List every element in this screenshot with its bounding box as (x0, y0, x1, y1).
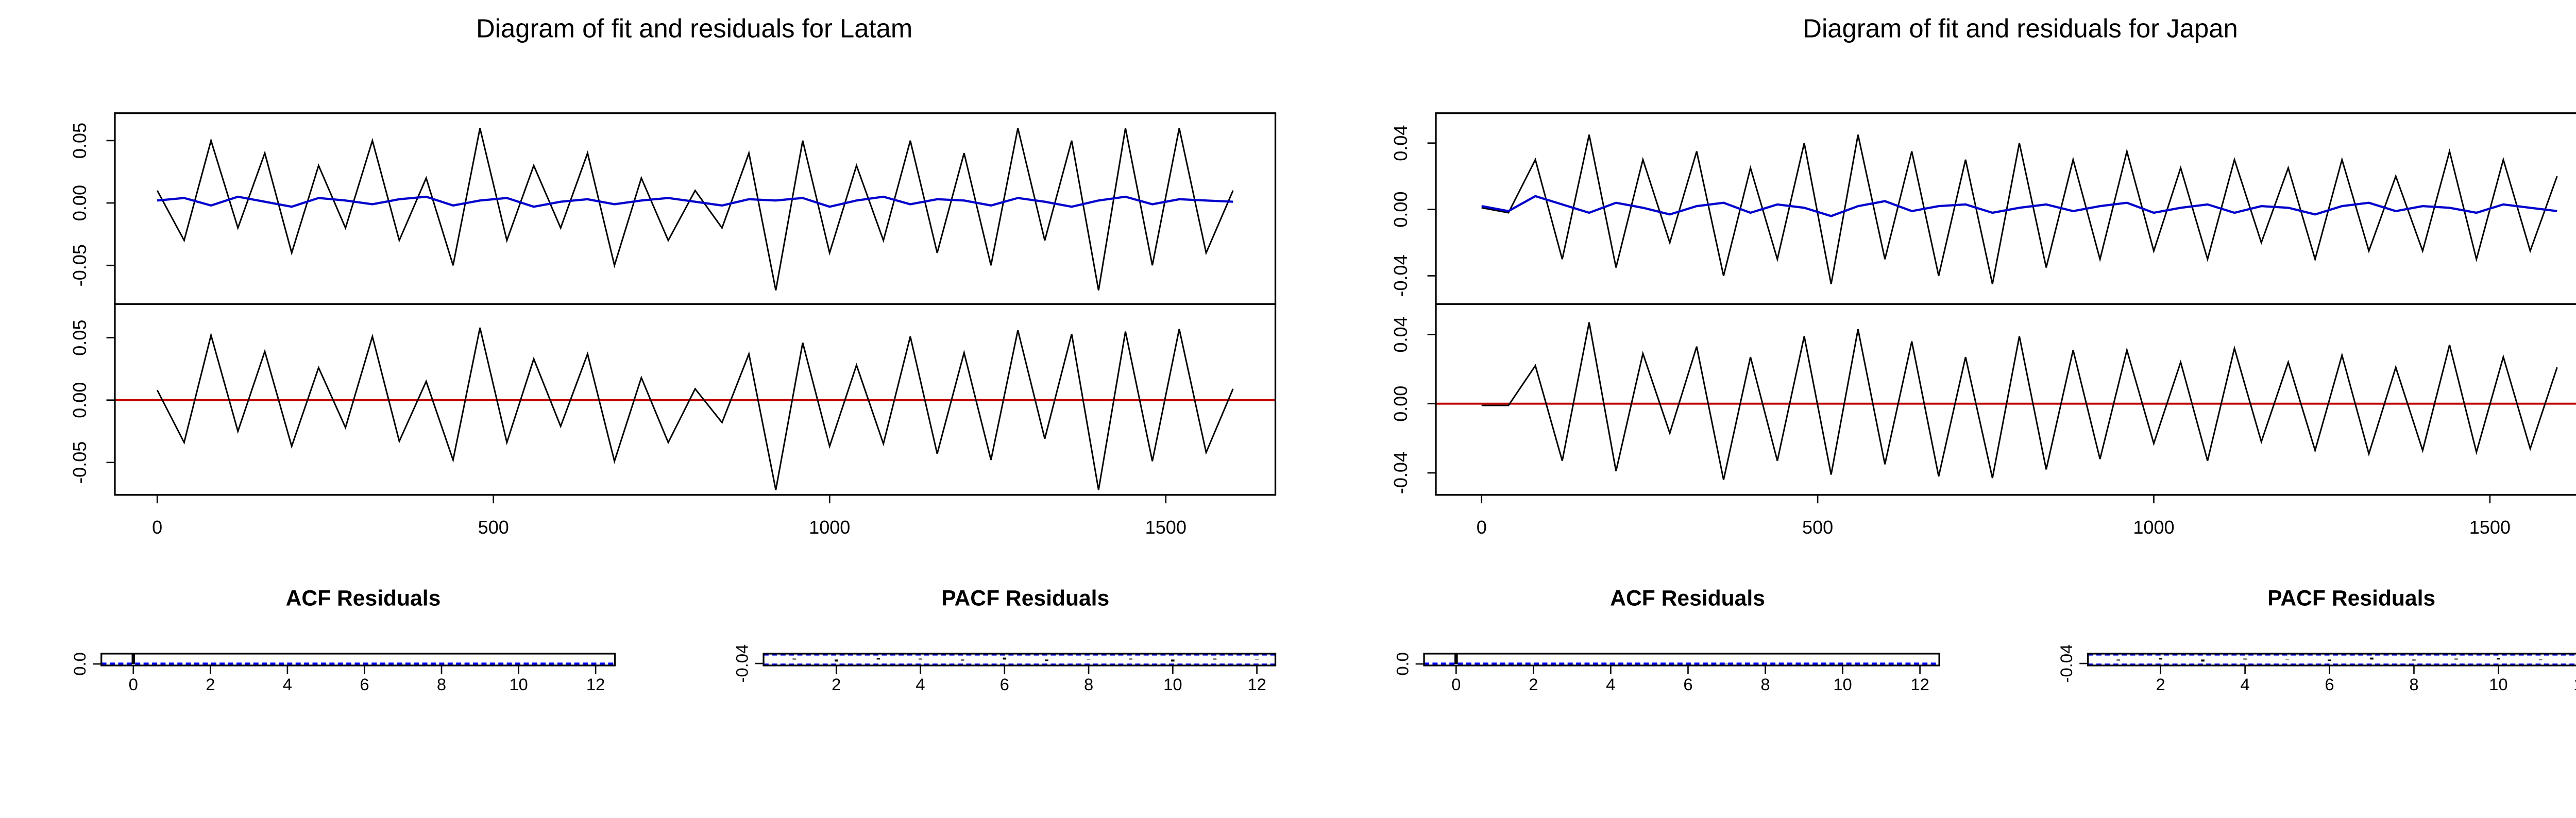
x-tick-label: 10 (509, 675, 528, 694)
y-tick-label: 0.04 (1390, 316, 1411, 352)
plot-frame (100, 653, 616, 667)
x-tick-label: 6 (1683, 675, 1692, 694)
data-line (156, 128, 1234, 291)
y-tick-label: 0.0 (70, 652, 89, 676)
data-line (1481, 322, 2558, 480)
x-tick-label: 12 (1910, 675, 1929, 694)
y-tick-label: 0.00 (1390, 386, 1411, 422)
y-tick-label: 0.0 (1393, 652, 1412, 676)
x-tick-label: 12 (2573, 675, 2576, 694)
x-tick-label: 10 (1163, 675, 1182, 694)
x-tick-label: 500 (1802, 517, 1833, 538)
plot-area (764, 654, 1276, 666)
y-tick-label: -0.04 (1390, 452, 1411, 494)
x-tick-label: 8 (437, 675, 446, 694)
y-tick-label: -0.04 (732, 644, 751, 683)
x-tick-label: 500 (478, 517, 509, 538)
plot-frame (1435, 303, 2576, 496)
fit-line (1481, 195, 2557, 217)
data-line (1481, 134, 2558, 284)
y-tick-label: 0.00 (1390, 191, 1411, 227)
x-tick-label: 1500 (2469, 517, 2511, 538)
chart-title: Diagram of fit and residuals for Japan (1803, 13, 2238, 43)
y-tick-label: -0.05 (69, 244, 90, 286)
plot-area (114, 327, 1276, 490)
x-tick-label: 0 (1451, 675, 1461, 694)
x-tick-label: 1000 (809, 517, 850, 538)
x-tick-label: 10 (2489, 675, 2507, 694)
y-tick-label: 0.05 (69, 123, 90, 159)
x-tick-label: 8 (1084, 675, 1093, 694)
x-tick-label: 1000 (2133, 517, 2174, 538)
x-tick-label: 4 (916, 675, 925, 694)
plot-area (156, 128, 1234, 291)
x-tick-label: 12 (1247, 675, 1266, 694)
x-tick-label: 2 (1529, 675, 1538, 694)
x-tick-label: 0 (152, 517, 162, 538)
x-tick-label: 6 (1000, 675, 1009, 694)
chart-title: PACF Residuals (941, 586, 1109, 610)
chart-title: Diagram of fit and residuals for Latam (476, 13, 912, 43)
y-tick-label: -0.04 (1390, 254, 1411, 297)
x-tick-label: 0 (129, 675, 138, 694)
x-tick-label: 8 (2409, 675, 2418, 694)
plot-frame (762, 653, 1277, 667)
chart-title: PACF Residuals (2267, 586, 2435, 610)
x-tick-label: 8 (1760, 675, 1770, 694)
plot-frame (1423, 653, 1940, 667)
plot-frame (114, 303, 1277, 496)
x-tick-label: 6 (2325, 675, 2334, 694)
x-tick-label: 4 (1606, 675, 1615, 694)
y-tick-label: 0.00 (69, 382, 90, 418)
y-tick-label: -0.05 (69, 441, 90, 484)
plot-area (1436, 322, 2576, 480)
x-tick-label: 0 (1477, 517, 1487, 538)
plot-area (101, 653, 615, 666)
plot-area (1424, 653, 1940, 666)
plot-area (1481, 134, 2558, 284)
chart-title: ACF Residuals (286, 586, 441, 610)
y-tick-label: 0.04 (1390, 125, 1411, 161)
x-tick-label: 12 (586, 675, 605, 694)
data-line (156, 327, 1234, 490)
y-tick-label: 0.00 (69, 185, 90, 221)
chart-title: ACF Residuals (1610, 586, 1765, 610)
x-tick-label: 1500 (1145, 517, 1187, 538)
plot-area (2088, 654, 2576, 666)
plot-frame (2087, 653, 2576, 667)
x-tick-label: 2 (832, 675, 841, 694)
y-tick-label: 0.05 (69, 320, 90, 356)
x-tick-label: 6 (360, 675, 369, 694)
y-tick-label: -0.04 (2057, 644, 2076, 683)
fit-line (157, 195, 1233, 208)
x-tick-label: 10 (1833, 675, 1852, 694)
x-tick-label: 2 (2156, 675, 2165, 694)
x-tick-label: 4 (283, 675, 292, 694)
x-tick-label: 4 (2240, 675, 2249, 694)
x-tick-label: 2 (206, 675, 215, 694)
